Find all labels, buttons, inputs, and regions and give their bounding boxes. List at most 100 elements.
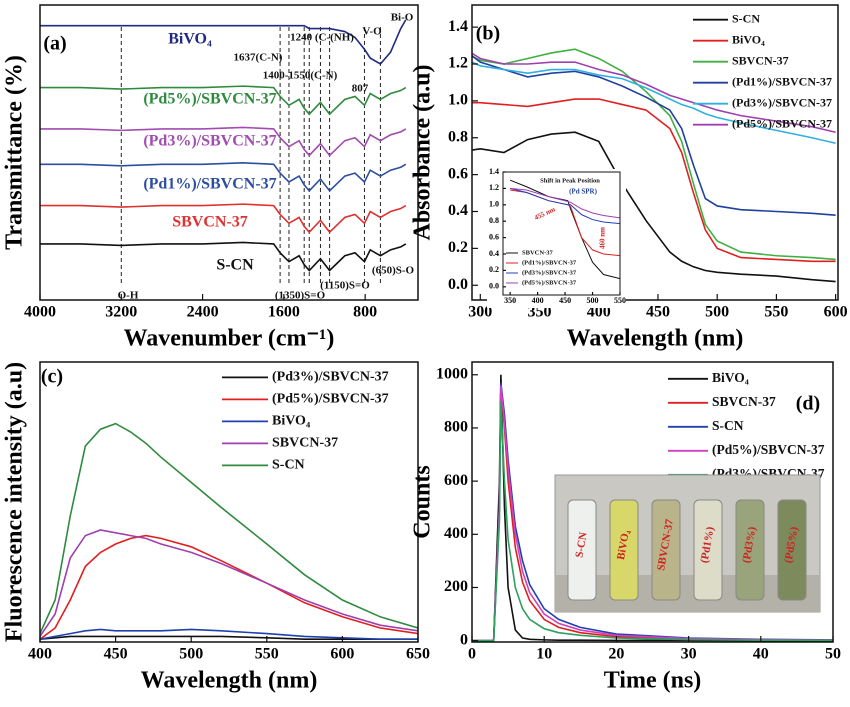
plot-frame: [471, 4, 839, 301]
annotation: O-H: [118, 290, 139, 302]
plot-frame: [39, 361, 419, 643]
y-axis-title: Transmittance (%): [2, 55, 28, 250]
series-label: BiVO₄: [168, 31, 212, 48]
vial: [693, 499, 723, 601]
legend-label: SBVCN-37: [732, 53, 789, 67]
plot-frame: [39, 4, 419, 301]
x-tick-label: 10: [536, 645, 552, 662]
annotation: 1400-1550(C-N): [263, 70, 338, 82]
y-tick-label: 0.0: [489, 282, 499, 291]
x-tick-label: 400: [532, 296, 544, 305]
y-tick-label: 0.8: [448, 128, 468, 145]
y-tick-label: 0: [460, 631, 468, 648]
panel-label: (d): [796, 393, 820, 415]
series-line: [472, 52, 836, 133]
vial: [651, 499, 681, 601]
y-tick-label: 1.0: [489, 200, 499, 209]
legend-label: SBVCN-37: [712, 394, 776, 409]
series-line: [472, 98, 836, 263]
y-tick-label: 0.6: [489, 232, 499, 241]
photo-bench: [555, 575, 820, 612]
annotation: Shift in Peak Position: [540, 177, 600, 184]
y-tick-label: 0.0: [448, 276, 468, 293]
x-tick-label: 550: [764, 303, 788, 320]
y-tick-label: 1.4: [448, 18, 468, 35]
annotation: 1240 (C-(NH): [290, 32, 354, 44]
x-tick-label: 450: [559, 296, 571, 305]
vial: [609, 499, 639, 601]
series-label: S-CN: [216, 257, 254, 274]
series-line: [472, 54, 836, 216]
x-tick-label: 20: [608, 645, 624, 662]
legend-label: (Pd5%)/SBVCN-37: [522, 279, 577, 286]
series-line: [40, 628, 418, 640]
series-line: [40, 19, 407, 66]
annotation: (1350)S=O: [275, 290, 326, 302]
series-line: [40, 126, 407, 157]
series-line: [509, 179, 620, 280]
y-axis-title: Absorbance (a.u): [410, 64, 436, 240]
y-tick-label: 1.2: [489, 183, 499, 192]
photo-label: BiVO₄: [615, 528, 632, 560]
x-tick-label: 500: [587, 296, 599, 305]
annotation: (650)S-O: [372, 265, 415, 277]
x-tick-label: 3200: [105, 303, 137, 320]
x-axis-title: Wavelength (nm): [567, 326, 744, 352]
y-tick-label: 400: [444, 525, 468, 542]
x-tick-label: 550: [255, 645, 279, 662]
series-line: [40, 85, 407, 116]
x-tick-label: 300: [468, 303, 492, 320]
y-tick-label: 600: [444, 472, 468, 489]
y-tick-label: 200: [444, 578, 468, 595]
y-tick-label: 0.2: [448, 239, 468, 256]
x-tick-label: 500: [179, 645, 203, 662]
series-label: (Pd1%)/SBVCN-37: [143, 176, 276, 193]
legend-label: S-CN: [272, 458, 305, 473]
series-line: [40, 162, 407, 193]
x-tick-label: 500: [705, 303, 729, 320]
series-line: [40, 534, 418, 640]
legend-label: BiVO₄: [712, 370, 749, 385]
y-axis-title: Fluorescence intensity (a.u): [2, 362, 28, 642]
plot-frame: [502, 171, 621, 296]
vial: [735, 499, 765, 601]
series-line: [40, 203, 407, 234]
y-tick-label: 1.4: [489, 167, 499, 176]
y-tick-label: 0.2: [489, 265, 499, 274]
photo-label: S-CN: [573, 531, 589, 558]
legend-label: (Pd3%)/SBVCN-37: [522, 269, 577, 276]
x-axis-title: Time (ns): [604, 668, 702, 694]
y-tick-label: 800: [444, 419, 468, 436]
x-axis-title: Wavelength (nm): [141, 668, 318, 694]
legend-label: (Pd5%)/SBVCN-37: [712, 442, 825, 457]
legend-label: (Pd1%)/SBVCN-37: [522, 259, 577, 266]
legend-label: SBVCN-37: [522, 249, 553, 256]
y-tick-label: 0.6: [448, 165, 468, 182]
legend-label: (Pd5%)/SBVCN-37: [272, 392, 389, 407]
series-line: [40, 422, 418, 634]
annotation: 1637(C-N): [234, 52, 283, 64]
annotation: V-O: [362, 26, 382, 38]
series-line: [472, 401, 833, 642]
legend-label: BiVO₄: [272, 414, 311, 429]
series-label: (Pd3%)/SBVCN-37: [143, 133, 276, 150]
y-tick-label: 0.8: [489, 216, 499, 225]
vial: [777, 499, 807, 601]
annotation: (1150)S=O: [320, 280, 370, 292]
x-axis-title: Wavenumber (cm⁻¹): [124, 326, 335, 352]
legend-label: S-CN: [732, 11, 760, 25]
series-line: [40, 529, 418, 637]
x-tick-label: 1600: [268, 303, 300, 320]
x-tick-label: 30: [681, 645, 697, 662]
x-tick-label: 50: [825, 645, 841, 662]
annotation: 807: [352, 83, 369, 95]
legend-label: S-CN: [712, 418, 744, 433]
series-line: [40, 241, 407, 272]
series-line: [472, 131, 836, 283]
x-tick-label: 550: [614, 296, 626, 305]
x-tick-label: 2400: [187, 303, 219, 320]
inset-background: [487, 169, 626, 308]
y-tick-label: 1.2: [448, 55, 468, 72]
panel-label: (a): [43, 33, 66, 55]
